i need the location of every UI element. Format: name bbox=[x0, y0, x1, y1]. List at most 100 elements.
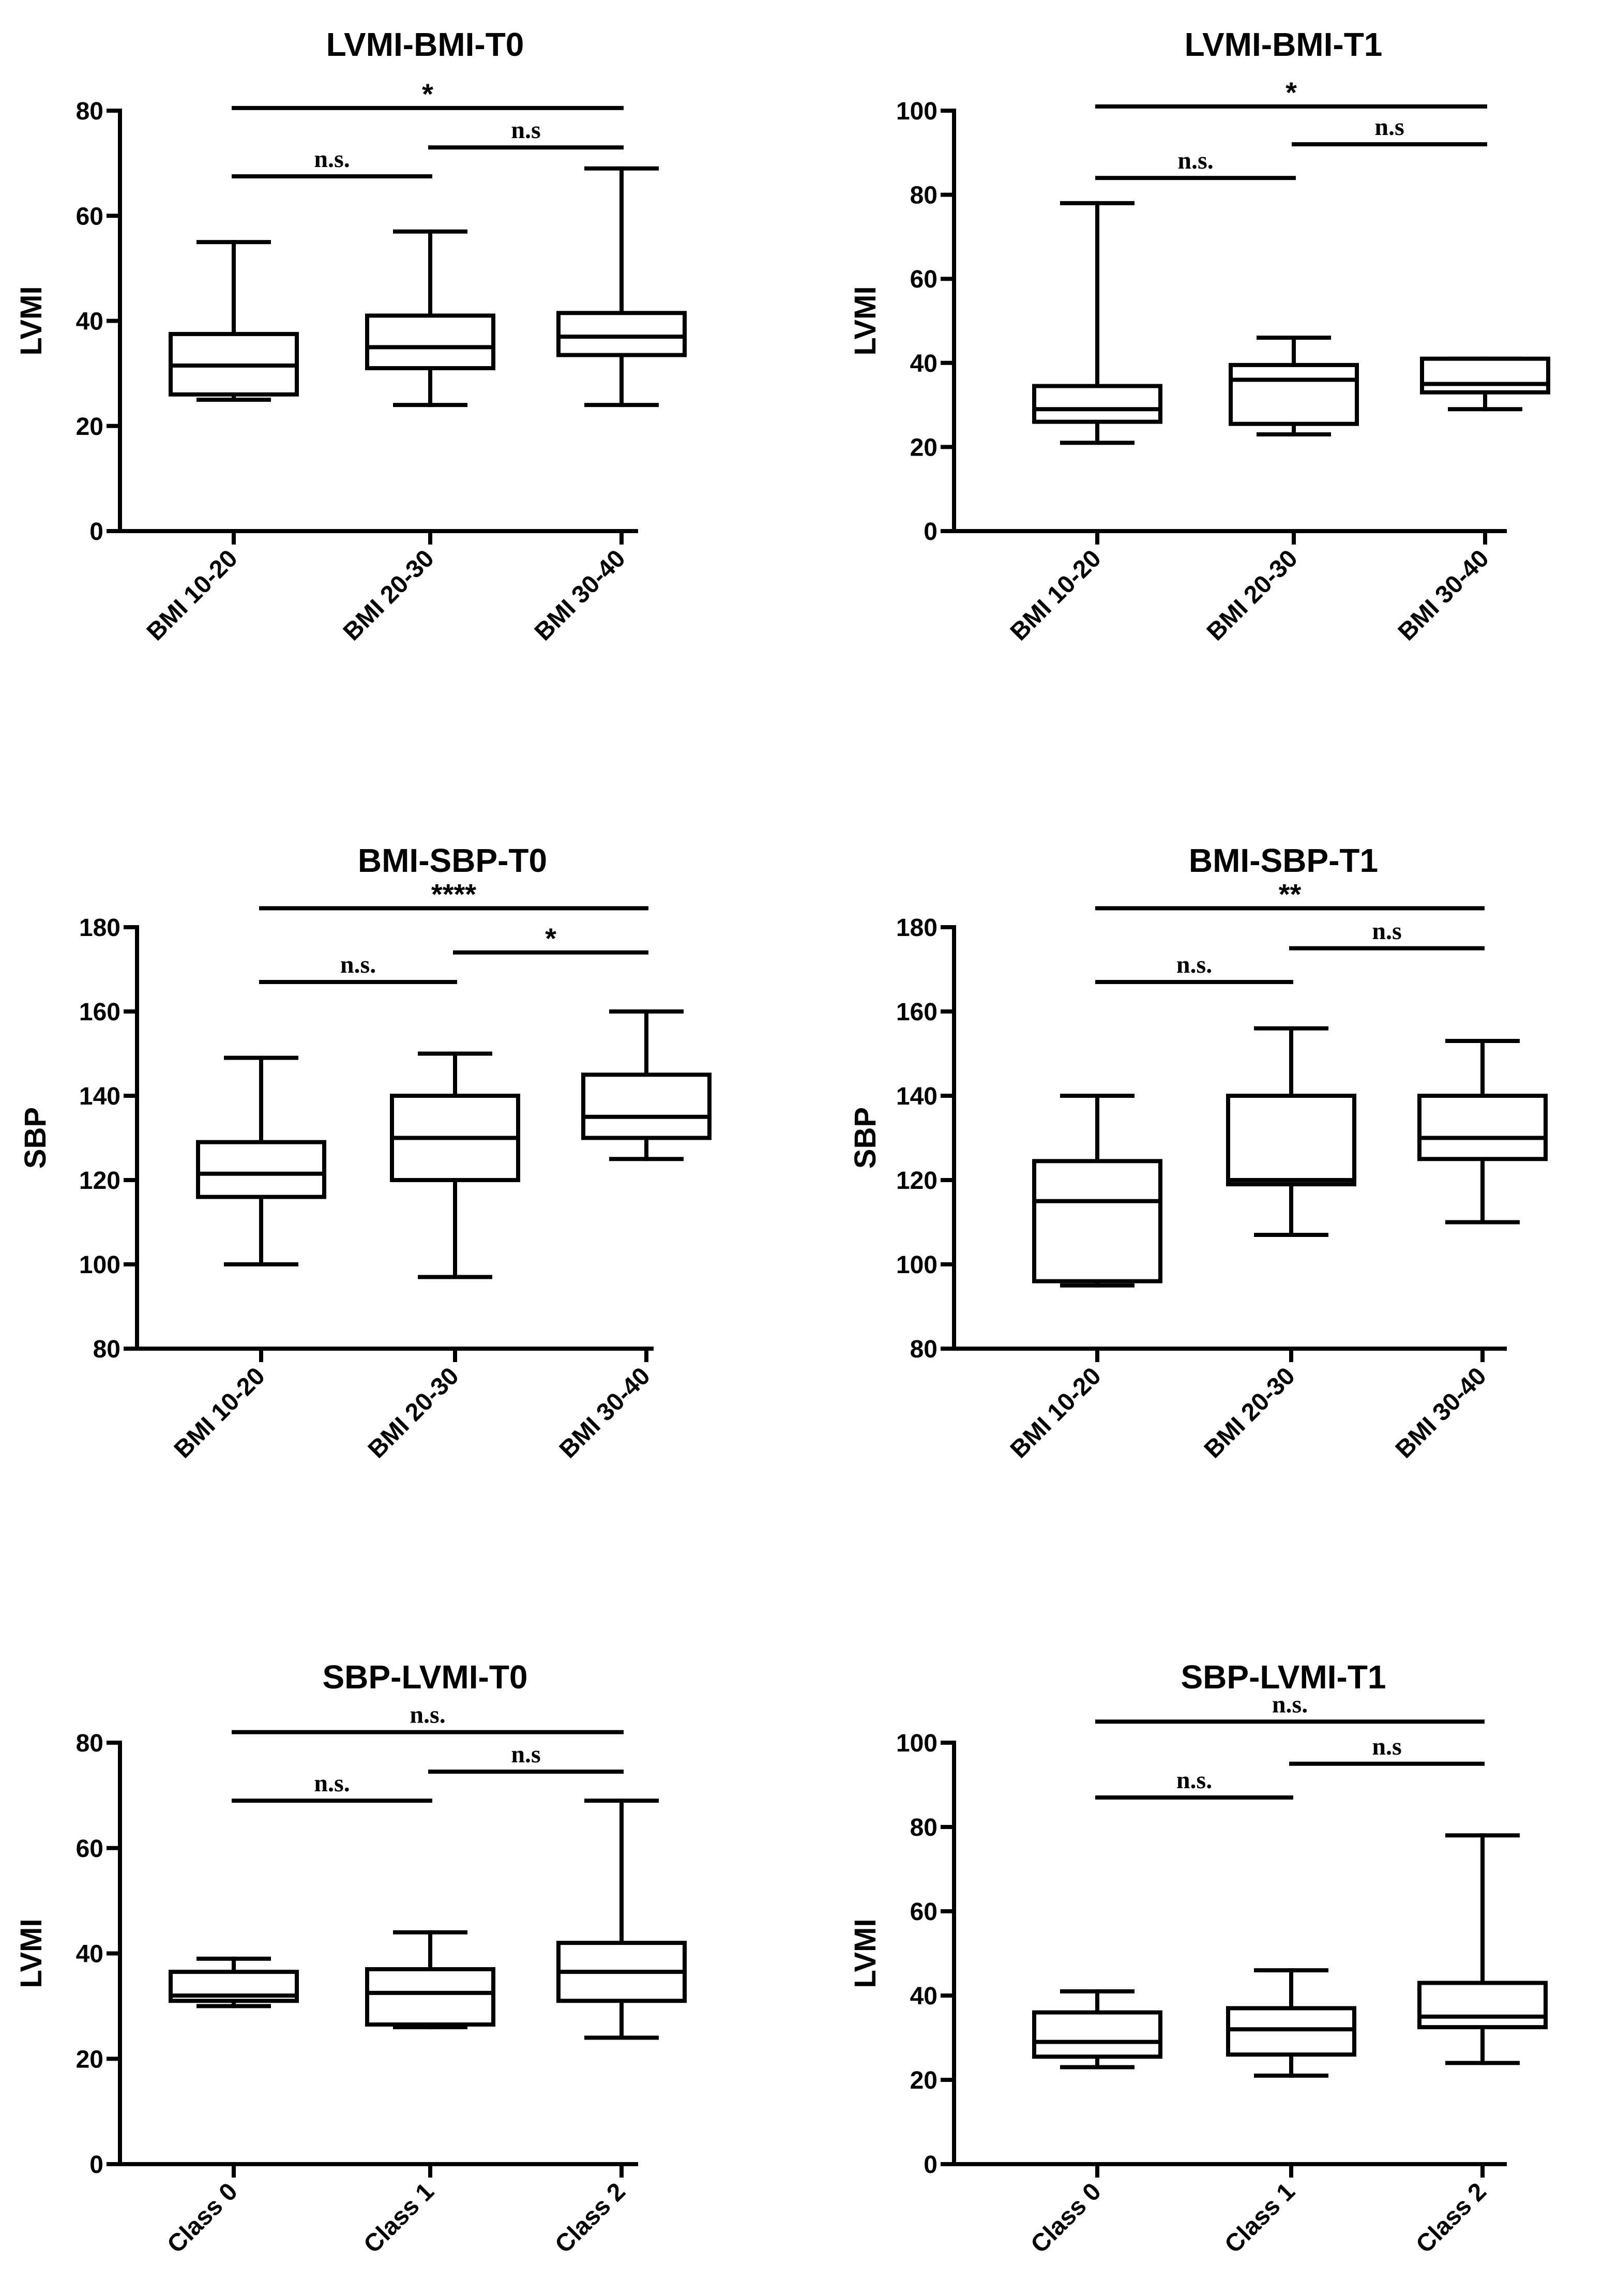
x-tick-label: BMI 10-20 bbox=[169, 1362, 270, 1463]
x-tick-label: BMI 10-20 bbox=[1005, 545, 1107, 646]
y-tick-label: 80 bbox=[93, 1336, 120, 1363]
significance-label: * bbox=[1286, 76, 1297, 109]
significance-label: n.s. bbox=[1177, 147, 1213, 174]
significance-label: n.s. bbox=[1176, 1766, 1212, 1794]
box-plot bbox=[1420, 356, 1550, 412]
chart-panel: SBP-LVMI-T0 LVMI 0 20 40 60 80 Class 0 Class 1 Cl… bbox=[14, 1658, 687, 2259]
box-plot bbox=[581, 1009, 712, 1161]
chart-panel: LVMI-BMI-T0 LVMI 0 20 40 60 80 BMI 10-20 BMI 20-… bbox=[14, 26, 687, 646]
x-tick-label: BMI 20-30 bbox=[1199, 1362, 1301, 1463]
box-plot bbox=[556, 166, 687, 407]
x-tick-label: Class 0 bbox=[1025, 2178, 1106, 2258]
significance-label: * bbox=[422, 78, 433, 110]
chart-panel: LVMI-BMI-T1 LVMI 0 20 40 60 80 100 BMI 10-20 BMI … bbox=[849, 26, 1550, 646]
y-tick-label: 80 bbox=[910, 1336, 937, 1363]
significance-bracket: n.s bbox=[1292, 113, 1487, 147]
significance-bracket: n.s bbox=[1289, 917, 1485, 950]
box-plot bbox=[1032, 201, 1162, 445]
y-axis-title: SBP bbox=[849, 1107, 882, 1169]
iqr-box bbox=[365, 1967, 495, 2027]
y-tick-label: 100 bbox=[896, 1251, 937, 1279]
significance-bracket: **** bbox=[259, 878, 648, 911]
y-tick-label: 140 bbox=[79, 1083, 120, 1110]
y-tick-label: 0 bbox=[89, 518, 103, 546]
y-tick-label: 100 bbox=[896, 1730, 937, 1757]
y-tick-label: 120 bbox=[79, 1167, 120, 1195]
box-plot bbox=[365, 229, 495, 407]
chart-title: LVMI-BMI-T0 bbox=[326, 26, 524, 63]
iqr-box bbox=[1226, 1094, 1356, 1187]
significance-bracket: n.s bbox=[428, 1741, 624, 1774]
y-tick-label: 80 bbox=[910, 182, 937, 209]
significance-bracket: n.s. bbox=[232, 145, 432, 179]
y-tick-label: 40 bbox=[910, 1983, 937, 2010]
box-plot bbox=[169, 1956, 299, 2008]
x-tick-label: BMI 30-40 bbox=[1393, 545, 1494, 646]
iqr-box bbox=[1229, 362, 1359, 426]
x-tick-label: BMI 20-30 bbox=[338, 545, 440, 646]
chart-panel: BMI-SBP-T1 SBP 80 100 120 140 160 180 BMI 10-20 B… bbox=[849, 842, 1548, 1463]
y-tick-label: 80 bbox=[910, 1814, 937, 1841]
chart-title: SBP-LVMI-T0 bbox=[322, 1658, 527, 1696]
chart-title: BMI-SBP-T0 bbox=[358, 842, 547, 879]
y-tick-label: 40 bbox=[910, 350, 937, 377]
significance-label: n.s. bbox=[1272, 1690, 1308, 1718]
significance-label: n.s bbox=[511, 116, 540, 144]
y-axis-title: LVMI bbox=[849, 1919, 882, 1988]
x-tick-label: BMI 30-40 bbox=[530, 545, 631, 646]
iqr-box bbox=[365, 313, 495, 370]
significance-bracket: * bbox=[1095, 76, 1487, 109]
box-plot bbox=[169, 240, 299, 402]
chart-panel: BMI-SBP-T0 SBP 80 100 120 140 160 180 BMI 10-20 B… bbox=[19, 842, 712, 1463]
x-tick-label: BMI 10-20 bbox=[142, 545, 243, 646]
iqr-box bbox=[556, 311, 687, 357]
x-tick-label: Class 1 bbox=[358, 2178, 439, 2258]
y-tick-label: 60 bbox=[76, 1835, 103, 1863]
significance-label: n.s. bbox=[314, 145, 350, 173]
chart-panel: SBP-LVMI-T1 LVMI 0 20 40 60 80 100 Class 0 Class … bbox=[849, 1658, 1548, 2259]
x-tick-label: BMI 30-40 bbox=[1390, 1362, 1492, 1463]
iqr-box bbox=[1032, 384, 1162, 424]
x-tick-label: BMI 10-20 bbox=[1005, 1362, 1107, 1463]
significance-bracket: n.s. bbox=[232, 1701, 624, 1734]
y-tick-label: 100 bbox=[79, 1251, 120, 1279]
x-tick-label: Class 2 bbox=[550, 2178, 630, 2258]
box-plot bbox=[390, 1051, 520, 1279]
box-plot bbox=[196, 1055, 326, 1266]
significance-label: n.s bbox=[1372, 917, 1401, 945]
x-tick-label: Class 2 bbox=[1411, 2178, 1491, 2258]
y-axis-title: SBP bbox=[19, 1107, 52, 1169]
significance-bracket: n.s. bbox=[1095, 147, 1296, 180]
y-tick-label: 0 bbox=[924, 518, 937, 546]
x-tick-label: Class 1 bbox=[1219, 2178, 1300, 2258]
iqr-box bbox=[1226, 2006, 1356, 2057]
iqr-box bbox=[581, 1073, 712, 1140]
significance-label: n.s bbox=[511, 1741, 540, 1768]
chart-title: BMI-SBP-T1 bbox=[1189, 842, 1378, 879]
y-tick-label: 120 bbox=[896, 1167, 937, 1195]
y-tick-label: 40 bbox=[76, 308, 103, 336]
y-tick-label: 60 bbox=[76, 203, 103, 230]
y-tick-label: 180 bbox=[896, 914, 937, 942]
box-plot bbox=[1226, 1026, 1356, 1237]
significance-bracket: n.s. bbox=[1095, 951, 1293, 984]
significance-bracket: n.s. bbox=[1095, 1766, 1293, 1800]
y-tick-label: 80 bbox=[76, 1730, 103, 1757]
significance-bracket: n.s. bbox=[1095, 1690, 1485, 1724]
iqr-box bbox=[196, 1140, 326, 1199]
y-tick-label: 100 bbox=[896, 98, 937, 125]
significance-label: n.s. bbox=[314, 1770, 350, 1797]
y-tick-label: 60 bbox=[910, 1898, 937, 1926]
y-axis-title: LVMI bbox=[849, 286, 882, 355]
significance-bracket: ** bbox=[1095, 878, 1485, 911]
iqr-box bbox=[1417, 1094, 1548, 1161]
x-tick-label: BMI 30-40 bbox=[554, 1362, 656, 1463]
iqr-box bbox=[1032, 1159, 1162, 1283]
y-tick-label: 40 bbox=[76, 1941, 103, 1968]
y-tick-label: 160 bbox=[896, 999, 937, 1026]
significance-label: ** bbox=[1279, 878, 1302, 910]
box-plot bbox=[1229, 336, 1359, 437]
significance-label: n.s. bbox=[1176, 951, 1212, 978]
chart-title: SBP-LVMI-T1 bbox=[1181, 1658, 1386, 1696]
